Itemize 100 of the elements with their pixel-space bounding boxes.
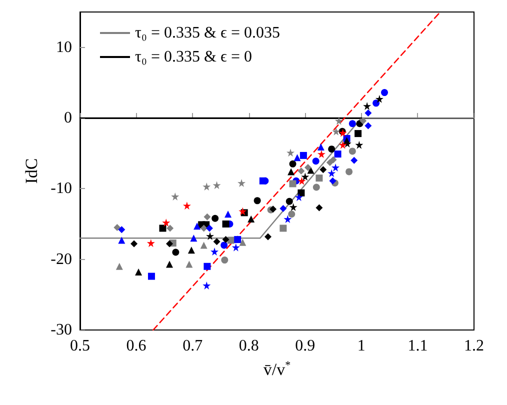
point: [312, 184, 320, 191]
point: [166, 240, 173, 248]
point: [317, 143, 324, 150]
point: [222, 220, 230, 228]
point: [188, 246, 195, 254]
point: [239, 238, 246, 246]
point: [194, 222, 201, 230]
point: [348, 120, 356, 128]
point: [202, 182, 211, 191]
point: [212, 214, 219, 222]
point: [288, 168, 295, 176]
point: [200, 242, 208, 249]
point: [360, 117, 367, 124]
point: [355, 140, 364, 149]
legend-label: τ₀ = 0.335 & ϵ = 0.035: [135, 24, 280, 42]
x-tick-label: 1.2: [464, 338, 484, 354]
point: [289, 203, 298, 212]
point: [332, 163, 340, 172]
point: [294, 193, 303, 202]
point: [289, 160, 296, 168]
point: [212, 181, 221, 190]
point: [130, 240, 138, 248]
point: [312, 158, 320, 165]
point: [259, 177, 266, 184]
point: [301, 172, 310, 181]
y-axis-title: IdC: [22, 158, 41, 184]
point: [159, 224, 166, 232]
point: [348, 148, 356, 155]
point: [210, 248, 219, 256]
point: [298, 168, 305, 174]
x-tick-label: 0.8: [238, 338, 259, 354]
point: [320, 166, 327, 174]
point: [254, 197, 261, 204]
point: [234, 236, 242, 244]
point: [328, 169, 336, 178]
point: [350, 156, 358, 164]
point: [238, 179, 246, 188]
point: [202, 281, 211, 290]
y-tick-label: -30: [50, 322, 72, 338]
point: [330, 156, 337, 164]
point: [204, 213, 211, 220]
point: [114, 224, 121, 232]
point: [220, 242, 228, 249]
point: [338, 140, 347, 149]
point: [364, 110, 372, 117]
y-tick-label: 0: [64, 110, 72, 126]
point: [317, 150, 326, 158]
point: [381, 89, 388, 96]
point: [200, 224, 208, 232]
point: [270, 206, 277, 213]
point: [334, 116, 343, 125]
point: [363, 102, 372, 110]
point: [364, 122, 372, 130]
point: [304, 164, 312, 171]
point: [135, 268, 142, 276]
point: [206, 232, 214, 240]
point: [286, 198, 293, 205]
x-tick-label: 0.6: [126, 338, 146, 354]
y-tick-label: -10: [50, 180, 72, 198]
point: [116, 262, 123, 270]
point: [190, 234, 198, 242]
point: [221, 256, 228, 264]
point: [280, 224, 287, 232]
y-tick-label: -20: [50, 250, 72, 268]
point: [166, 260, 173, 268]
y-tick-label: 10: [56, 38, 72, 56]
point: [118, 236, 126, 244]
point: [307, 166, 314, 174]
point: [332, 127, 340, 136]
point: [372, 100, 380, 107]
point: [288, 210, 296, 218]
point: [204, 262, 211, 270]
point: [162, 218, 170, 227]
point: [375, 94, 384, 103]
legend-label: τ₀ = 0.335 & ϵ = 0: [135, 48, 252, 66]
x-tick-label: 0.5: [70, 338, 90, 354]
point: [172, 248, 180, 256]
x-axis-title: v̄/v*: [263, 360, 291, 379]
point: [298, 176, 306, 185]
point: [222, 236, 230, 244]
point: [186, 260, 193, 268]
point: [346, 168, 353, 176]
point: [171, 192, 180, 200]
point: [289, 180, 296, 188]
point: [146, 239, 155, 248]
point: [316, 204, 323, 212]
x-tick-label: 0.7: [182, 338, 203, 354]
point: [286, 148, 295, 157]
point: [300, 152, 307, 159]
point: [316, 174, 323, 182]
point: [326, 159, 334, 166]
point: [354, 130, 362, 138]
x-tick-label: 0.9: [295, 338, 316, 354]
point: [118, 226, 126, 234]
point: [284, 215, 292, 224]
x-tick-label: 1: [357, 338, 366, 354]
point: [206, 224, 213, 232]
point: [166, 224, 174, 232]
point: [213, 238, 220, 246]
point: [182, 202, 191, 210]
